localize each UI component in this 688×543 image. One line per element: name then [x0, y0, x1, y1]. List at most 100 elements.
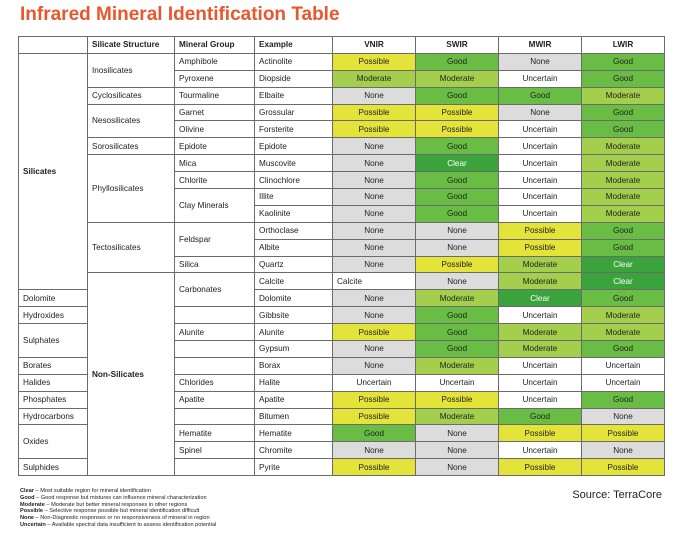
rating-cell-lwir: Good	[581, 221, 665, 240]
rating-cell-lwir: Moderate	[581, 306, 665, 325]
table-row: Chlorite Clinochlore None Good Uncertain Mode…	[19, 171, 665, 190]
table-row: Dolomite Dolomite None Moderate Clear Good	[18, 289, 665, 308]
structure-cell: Hydrocarbons	[18, 407, 88, 426]
rating-cell-lwir: Good	[581, 340, 665, 358]
rating-cell-mwir: Uncertain	[498, 154, 582, 173]
example-cell: Halite	[254, 373, 333, 392]
legend-item: Possible – Selective response possible b…	[20, 508, 216, 515]
table-row: Kaolinite None Good Uncertain Moderate	[19, 204, 665, 223]
legend-description: – Selective response possible but minera…	[43, 508, 200, 515]
rating-cell-lwir: Moderate	[581, 171, 665, 190]
example-cell: Quartz	[254, 255, 333, 274]
example-cell: Epidote	[254, 137, 333, 156]
rating-cell-lwir: Good	[581, 120, 665, 139]
rating-cell-vnir: None	[332, 441, 416, 460]
legend-term: Moderate	[20, 501, 45, 508]
mineral-group-cell: Garnet	[174, 103, 255, 122]
rating-cell-swir: None	[415, 441, 499, 460]
legend-term: Possible	[20, 508, 44, 515]
example-cell: Illite	[254, 188, 333, 206]
legend-description: – Non-Diagnostic responses or no respons…	[33, 515, 210, 522]
example-cell: Gibbsite	[254, 306, 333, 325]
table-row: Non-Silicates Carbonates Calcite Calcite Non…	[19, 272, 665, 477]
rating-cell-swir: Good	[415, 188, 499, 206]
rating-cell-swir: Good	[415, 323, 499, 342]
rating-cell-lwir: Moderate	[581, 137, 665, 156]
rating-cell-mwir: Moderate	[498, 323, 582, 342]
rating-cell-mwir: Good	[498, 407, 582, 426]
rating-cell-lwir: Moderate	[581, 323, 665, 342]
structure-cell: Sorosilicates	[87, 137, 175, 156]
rating-cell-vnir: Possible	[332, 52, 416, 71]
rating-cell-mwir: Possible	[498, 458, 582, 477]
rating-cell-swir: Possible	[415, 255, 499, 274]
mineral-group-cell: Hematite	[174, 424, 255, 443]
mineral-group-cell	[174, 340, 255, 358]
rating-cell-vnir: None	[332, 137, 416, 156]
rating-cell-mwir: Uncertain	[498, 120, 582, 139]
rating-cell-lwir: Good	[581, 69, 665, 88]
rating-cell-vnir: None	[332, 340, 416, 358]
mineral-group-cell: Alunite	[174, 323, 255, 342]
rating-cell-mwir: None	[498, 103, 582, 122]
structure-cell: Hydroxides	[18, 306, 88, 325]
rating-cell-swir: Good	[415, 86, 499, 105]
table-row: Nesosilicates Garnet Grossular Possible Poss…	[19, 103, 665, 139]
header-swir: SWIR	[415, 36, 499, 54]
mineral-group-cell	[174, 306, 255, 325]
rating-cell-swir: None	[415, 424, 499, 443]
rating-cell-vnir: None	[332, 188, 416, 206]
table-row: Silicates Inosilicates Amphibole Actinolite…	[18, 52, 665, 291]
rating-cell-vnir: Moderate	[332, 69, 416, 88]
rating-cell-vnir: None	[332, 204, 416, 223]
category-cell: Non-Silicates	[87, 272, 175, 477]
rating-cell-vnir: None	[332, 255, 416, 274]
rating-cell-swir: Good	[415, 52, 499, 71]
rating-cell-vnir: Good	[332, 424, 416, 443]
example-cell: Orthoclase	[254, 221, 333, 240]
mineral-group-cell: Pyroxene	[174, 69, 255, 88]
rating-cell-vnir: Possible	[332, 390, 416, 409]
rating-cell-mwir: Possible	[498, 221, 582, 240]
header-corner	[18, 36, 88, 54]
mineral-group-cell: Chlorite	[174, 171, 255, 190]
rating-cell-vnir: None	[415, 272, 499, 291]
legend-item: Clear – Most suitable region for mineral…	[20, 488, 216, 495]
mineral-group-cell	[174, 356, 255, 375]
rating-cell-lwir: Moderate	[581, 188, 665, 206]
rating-cell-lwir: Moderate	[581, 204, 665, 223]
mineral-group-cell: Silica	[174, 255, 255, 274]
rating-cell-mwir: Uncertain	[498, 441, 582, 460]
mineral-group-cell: Epidote	[174, 137, 255, 156]
example-cell: Actinolite	[254, 52, 333, 71]
example-cell: Borax	[254, 356, 333, 375]
structure-cell: Phyllosilicates	[87, 154, 175, 223]
rating-cell-swir: None	[415, 221, 499, 240]
rating-cell-swir: Moderate	[415, 289, 499, 308]
rating-cell-swir: Moderate	[498, 272, 582, 291]
table-row: Clay Minerals Illite None Good Uncertain Mode…	[19, 188, 665, 223]
rating-cell-vnir: None	[332, 154, 416, 173]
rating-cell-swir: Good	[415, 171, 499, 190]
rating-cell-swir: Good	[415, 306, 499, 325]
source-note: Source: TerraCore	[572, 489, 662, 501]
structure-cell: Nesosilicates	[87, 103, 175, 139]
legend-term: Clear	[20, 488, 34, 494]
header-silicate-structure: Silicate Structure	[87, 36, 175, 54]
example-cell: Chromite	[254, 441, 333, 460]
header-example: Example	[254, 36, 333, 54]
table-row: Cyclosilicates Tourmaline Elbaite None Good G…	[19, 86, 665, 105]
header-lwir: LWIR	[581, 36, 665, 54]
table-row: Pyroxene Diopside Moderate Moderate Uncertai…	[19, 69, 665, 88]
structure-cell: Sulphides	[18, 458, 88, 477]
example-cell: Bitumen	[254, 407, 333, 426]
rating-cell-vnir: Possible	[332, 323, 416, 342]
rating-cell-lwir: Good	[581, 289, 665, 308]
rating-cell-swir: Clear	[415, 154, 499, 173]
table-row: Sulphides Pyrite Possible None Possible Possi…	[18, 458, 665, 477]
rating-cell-mwir: Uncertain	[498, 390, 582, 409]
table-row: Phyllosilicates Mica Muscovite None Clear Unc…	[19, 154, 665, 223]
rating-cell-swir: None	[415, 238, 499, 257]
legend-item: Moderate – Moderate but better mineral r…	[20, 502, 216, 509]
rating-cell-lwir: Good	[581, 52, 665, 71]
